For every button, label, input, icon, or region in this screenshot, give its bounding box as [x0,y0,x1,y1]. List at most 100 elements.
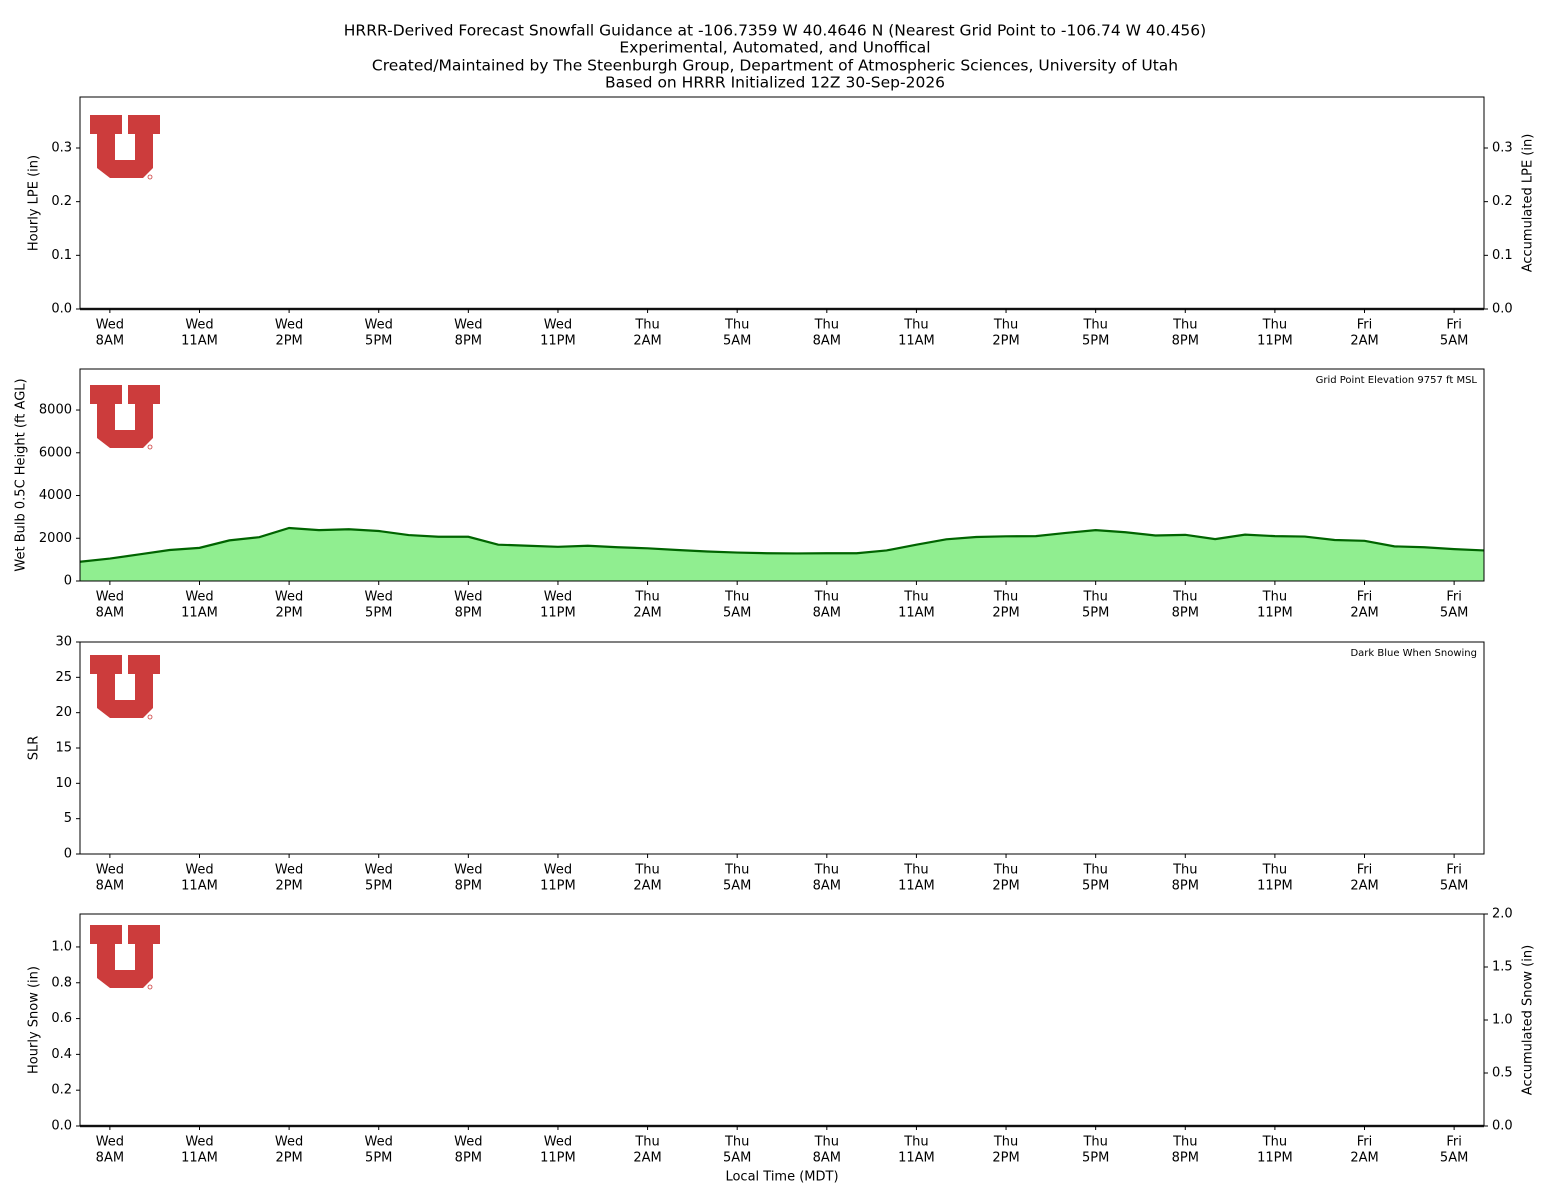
x-tick-label: 8PM [1172,1151,1199,1166]
y2-tick-label: 0.5 [1492,1066,1513,1081]
x-tick-label: Thu [724,318,749,333]
x-tick-label: 11AM [181,334,218,349]
y-tick-label: 0.4 [51,1047,72,1062]
x-tick-label: Thu [993,1135,1018,1150]
x-tick-label: Thu [634,590,659,605]
y-tick-label: 0 [64,574,72,589]
x-tick-label: 8PM [455,606,482,621]
y2-axis-label: Accumulated Snow (in) [1521,945,1536,1095]
x-tick-label: Wed [365,863,393,878]
x-tick-label: 5AM [723,1151,751,1166]
x-tick-label: Thu [1172,863,1197,878]
x-tick-label: 5PM [1082,879,1109,894]
x-tick-label: Fri [1446,1135,1462,1150]
x-tick-label: 8PM [1172,879,1199,894]
y2-tick-label: 0.2 [1492,194,1513,209]
y-tick-label: 4000 [39,488,72,503]
x-tick-label: Thu [1262,863,1287,878]
x-tick-label: 5AM [723,606,751,621]
x-tick-label: Fri [1446,863,1462,878]
x-tick-label: 2AM [633,879,661,894]
x-tick-label: Thu [634,863,659,878]
x-tick-label: Wed [454,1135,482,1150]
x-tick-label: 11PM [540,606,576,621]
y2-tick-label: 0.0 [1492,302,1513,317]
x-tick-label: 5PM [365,606,392,621]
x-tick-label: Wed [275,863,303,878]
x-tick-label: Thu [634,318,659,333]
x-tick-label: 11PM [1257,1151,1293,1166]
y-axis-label: SLR [27,736,42,761]
x-tick-label: Wed [96,863,124,878]
x-tick-label: Thu [1082,318,1107,333]
x-tick-label: 8PM [455,1151,482,1166]
x-tick-label: 5PM [365,879,392,894]
x-tick-label: Wed [544,318,572,333]
x-tick-label: 5PM [365,334,392,349]
title-line: Created/Maintained by The Steenburgh Gro… [372,57,1178,75]
x-tick-label: Fri [1446,318,1462,333]
y-tick-label: 0.0 [51,302,72,317]
x-tick-label: 5AM [723,879,751,894]
x-tick-label: 8AM [96,606,124,621]
x-tick-label: 2PM [275,879,302,894]
x-tick-label: 8AM [813,606,841,621]
area-fill [80,528,1484,581]
annotation: Dark Blue When Snowing [1350,648,1477,659]
x-tick-label: 2AM [1350,334,1378,349]
x-tick-label: Wed [185,1135,213,1150]
x-tick-label: 2PM [275,606,302,621]
x-tick-label: Thu [1262,590,1287,605]
x-tick-label: Thu [1262,1135,1287,1150]
x-tick-label: 11PM [540,1151,576,1166]
x-tick-label: 5PM [1082,1151,1109,1166]
y-tick-label: 0.8 [51,975,72,990]
x-tick-label: 2AM [1350,879,1378,894]
y2-tick-label: 0.3 [1492,140,1513,155]
x-tick-label: Wed [96,1135,124,1150]
x-tick-label: Thu [993,590,1018,605]
x-tick-label: Thu [814,318,839,333]
y2-tick-label: 1.0 [1492,1013,1513,1028]
y-tick-label: 0.1 [51,248,72,263]
y-axis-label: Hourly Snow (in) [27,966,42,1074]
x-tick-label: Thu [1172,590,1197,605]
x-tick-label: 2PM [992,334,1019,349]
y-tick-label: 0.0 [51,1119,72,1134]
title-line: Based on HRRR Initialized 12Z 30-Sep-202… [605,74,945,92]
x-tick-label: 2AM [633,334,661,349]
y-tick-label: 0.3 [51,140,72,155]
x-tick-label: 5PM [1082,334,1109,349]
x-tick-label: Thu [724,590,749,605]
x-tick-label: Fri [1446,590,1462,605]
y2-tick-label: 0.1 [1492,248,1513,263]
y-axis-label: Wet Bulb 0.5C Height (ft AGL) [14,378,29,571]
x-tick-label: 5PM [365,1151,392,1166]
x-tick-label: 11PM [540,879,576,894]
x-tick-label: 2PM [275,1151,302,1166]
y-tick-label: 0 [64,847,72,862]
x-tick-label: Thu [1262,318,1287,333]
y2-tick-label: 1.5 [1492,960,1513,975]
x-tick-label: Fri [1357,318,1373,333]
y-tick-label: 0.6 [51,1011,72,1026]
y2-tick-label: 2.0 [1492,907,1513,922]
x-tick-label: Wed [275,590,303,605]
x-tick-label: 2PM [992,1151,1019,1166]
x-tick-label: Fri [1357,590,1373,605]
x-tick-label: Wed [275,1135,303,1150]
x-tick-label: Thu [814,863,839,878]
x-tick-label: 2AM [1350,606,1378,621]
y-tick-label: 20 [55,705,72,720]
y2-axis-label: Accumulated LPE (in) [1521,134,1536,273]
x-tick-label: 2PM [992,606,1019,621]
x-tick-label: 2AM [633,606,661,621]
y-axis-label: Hourly LPE (in) [27,155,42,251]
y-tick-label: 10 [55,776,72,791]
x-tick-label: Thu [903,863,928,878]
y-tick-label: 0.2 [51,1083,72,1098]
x-tick-label: Wed [454,318,482,333]
x-tick-label: Thu [724,1135,749,1150]
x-tick-label: Wed [96,590,124,605]
